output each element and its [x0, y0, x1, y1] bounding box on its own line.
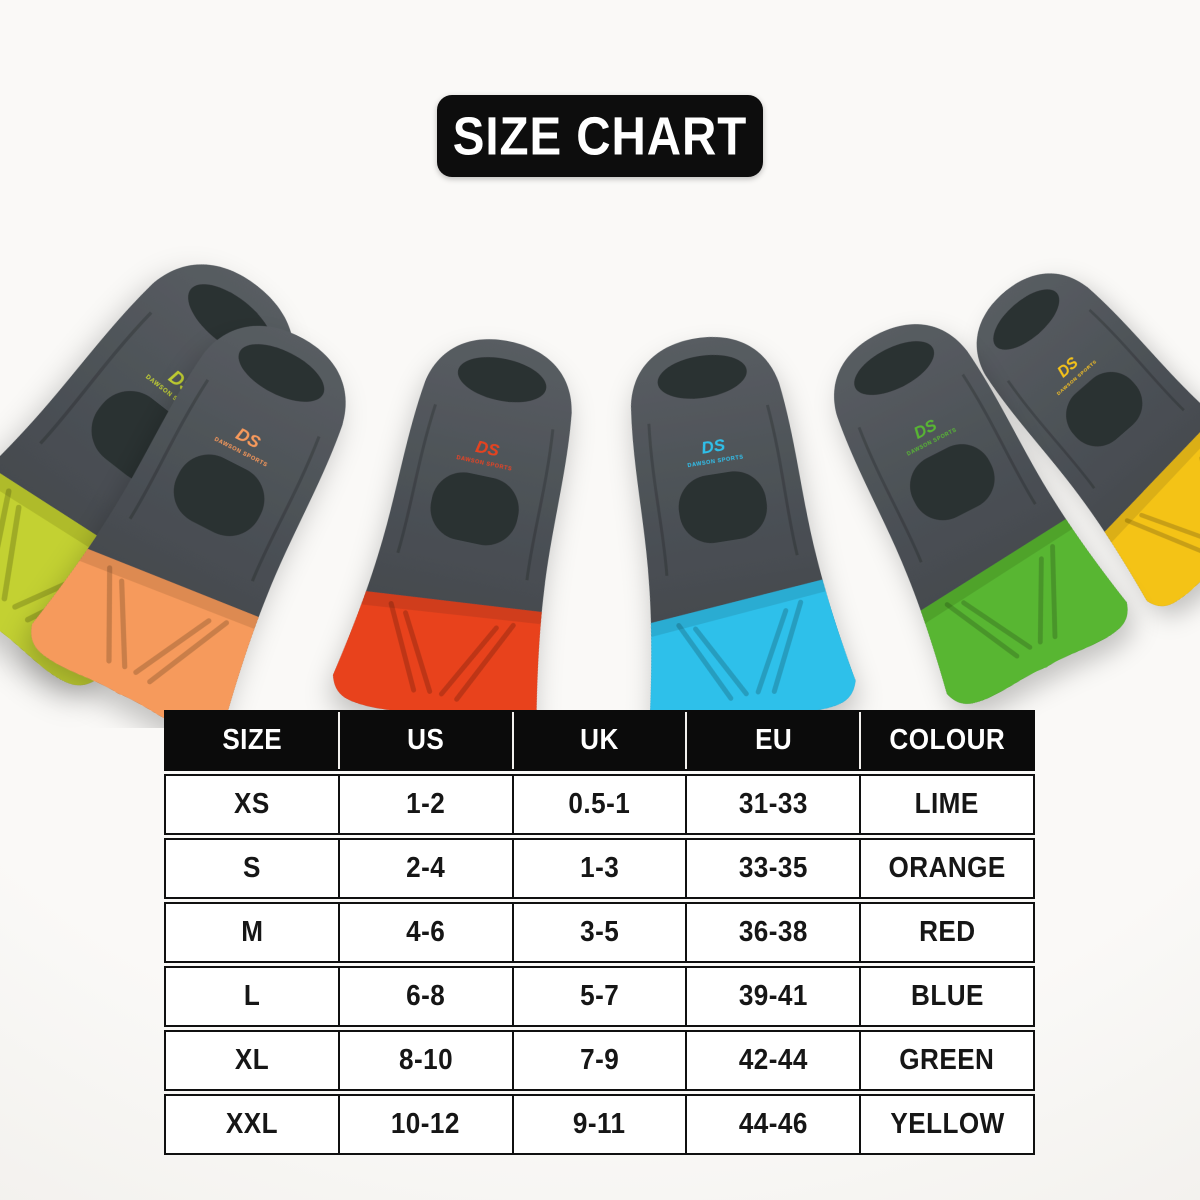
table-row: XL 8-10 7-9 42-44 GREEN: [164, 1030, 1035, 1091]
cell-us: 6-8: [340, 968, 514, 1025]
col-header-colour: COLOUR: [889, 724, 1005, 756]
cell-size: XS: [166, 776, 340, 833]
col-header-size: SIZE: [166, 712, 340, 769]
cell-colour: LIME: [915, 788, 980, 820]
page-title-text: SIZE CHART: [452, 105, 748, 167]
cell-uk: 0.5-1: [514, 776, 688, 833]
fin-red: [300, 317, 627, 728]
cell-uk: 7-9: [514, 1032, 688, 1089]
cell-uk: 1-3: [514, 840, 688, 897]
cell-uk: 3-5: [514, 904, 688, 961]
cell-eu: 39-41: [687, 968, 862, 1025]
page-title: SIZE CHART: [437, 95, 763, 177]
table-row: S 2-4 1-3 33-35 ORANGE: [164, 838, 1035, 899]
cell-colour: YELLOW: [889, 1108, 1005, 1140]
cell-uk: 9-11: [514, 1096, 688, 1153]
col-header-us: US: [340, 712, 514, 769]
cell-colour: BLUE: [910, 980, 984, 1012]
cell-us: 1-2: [340, 776, 514, 833]
cell-us: 8-10: [340, 1032, 514, 1089]
cell-colour: GREEN: [899, 1044, 995, 1076]
cell-eu: 31-33: [687, 776, 862, 833]
cell-size: M: [166, 904, 340, 961]
cell-us: 4-6: [340, 904, 514, 961]
cell-size: XL: [166, 1032, 340, 1089]
cell-eu: 44-46: [687, 1096, 862, 1153]
table-header-row: SIZE US UK EU COLOUR: [164, 710, 1035, 771]
col-header-uk: UK: [514, 712, 688, 769]
cell-eu: 33-35: [687, 840, 862, 897]
cell-size: S: [166, 840, 340, 897]
cell-uk: 5-7: [514, 968, 688, 1025]
cell-colour: RED: [918, 916, 976, 948]
product-photo-fins: DS DAWSON SPORTS: [0, 228, 1200, 728]
cell-us: 10-12: [340, 1096, 514, 1153]
table-row: M 4-6 3-5 36-38 RED: [164, 902, 1035, 963]
table-row: L 6-8 5-7 39-41 BLUE: [164, 966, 1035, 1027]
size-chart-table: SIZE US UK EU COLOUR XS 1-2 0.5-1 31-33 …: [164, 710, 1035, 1155]
cell-eu: 42-44: [687, 1032, 862, 1089]
cell-size: XXL: [166, 1096, 340, 1153]
table-body: XS 1-2 0.5-1 31-33 LIME S 2-4 1-3 33-35 …: [164, 774, 1035, 1155]
cell-size: L: [166, 968, 340, 1025]
cell-colour: ORANGE: [888, 852, 1006, 884]
table-row: XXL 10-12 9-11 44-46 YELLOW: [164, 1094, 1035, 1155]
col-header-eu: EU: [687, 712, 862, 769]
cell-us: 2-4: [340, 840, 514, 897]
cell-eu: 36-38: [687, 904, 862, 961]
table-row: XS 1-2 0.5-1 31-33 LIME: [164, 774, 1035, 835]
